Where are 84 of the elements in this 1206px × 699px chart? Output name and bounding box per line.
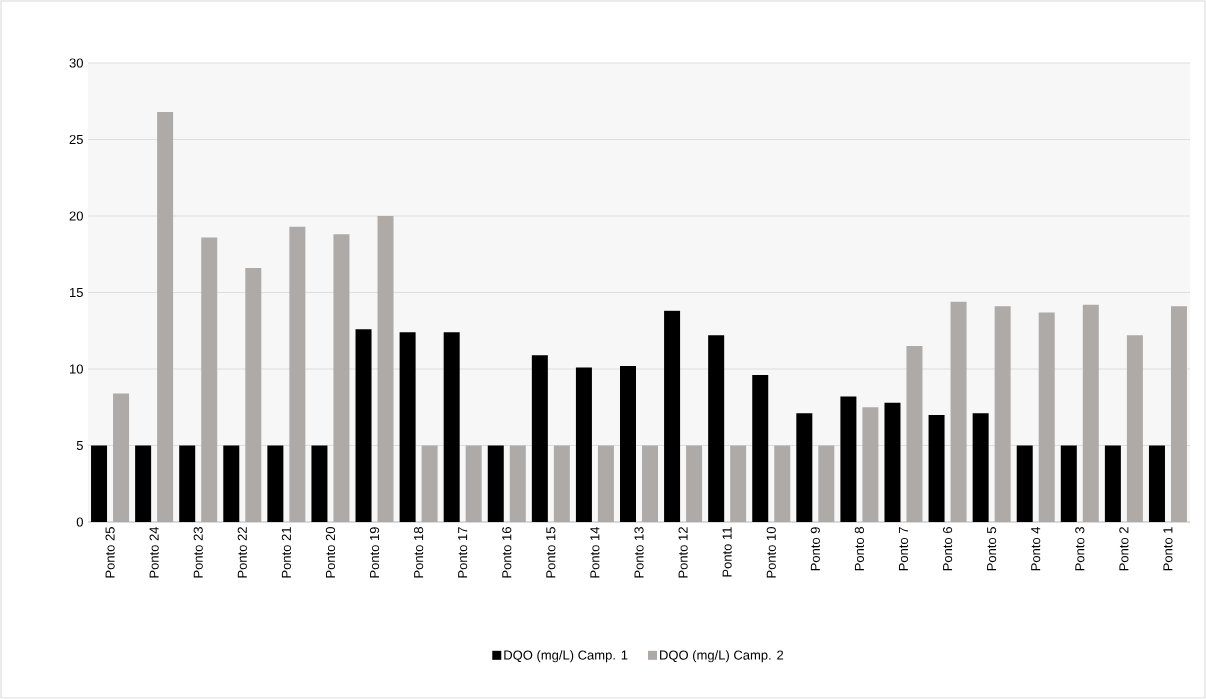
- bar: [245, 268, 262, 522]
- bar: [289, 226, 306, 522]
- bar: [91, 445, 108, 522]
- x-tick-label: Ponto 2: [1119, 527, 1129, 571]
- x-tick-label: Ponto 20: [325, 527, 336, 578]
- x-tick-label: Ponto 9: [810, 527, 820, 571]
- x-tick-label: Ponto 24: [149, 526, 159, 578]
- bar: [113, 393, 130, 522]
- x-tick-label: Ponto 23: [193, 527, 203, 578]
- x-tick-label: Ponto 6: [942, 527, 953, 571]
- x-tick-label: Ponto 4: [1031, 526, 1041, 571]
- bar: [774, 445, 791, 522]
- x-tick-label: Ponto 22: [237, 527, 247, 578]
- bar: [620, 365, 636, 522]
- legend-label: DQO (mg/L) Camp. 1: [504, 650, 628, 663]
- bar: [642, 445, 658, 522]
- bar: [267, 445, 284, 522]
- x-tick-label: Ponto 10: [766, 527, 776, 578]
- legend-label: DQO (mg/L) Camp. 2: [660, 650, 784, 663]
- x-tick-label: Ponto 16: [502, 527, 512, 578]
- y-tick-label: 20: [69, 211, 83, 221]
- bar: [906, 346, 923, 522]
- x-tick-label: Ponto 19: [369, 527, 380, 578]
- bar: [135, 445, 152, 522]
- bar: [487, 445, 504, 522]
- bar: [311, 445, 328, 522]
- bar: [1016, 445, 1033, 522]
- bar: [818, 445, 835, 522]
- y-tick-label: 0: [76, 517, 83, 527]
- bar: [840, 396, 857, 522]
- y-tick-label: 25: [69, 134, 83, 145]
- x-tick-label: Ponto 11: [722, 527, 732, 577]
- x-tick-label: Ponto 21: [281, 527, 291, 578]
- bar: [884, 402, 901, 522]
- bar: [157, 111, 174, 522]
- bar: [399, 332, 416, 522]
- bar: [1082, 304, 1099, 522]
- bar: [862, 407, 879, 522]
- bar: [1104, 445, 1121, 522]
- bar: [1170, 306, 1187, 522]
- bar: [994, 306, 1011, 522]
- x-tick-label: Ponto 1: [1163, 527, 1173, 571]
- bar: [1060, 445, 1077, 522]
- bar: [509, 445, 526, 522]
- bar: [443, 332, 460, 522]
- x-tick-label: Ponto 8: [854, 527, 865, 571]
- bar: [730, 445, 747, 522]
- x-tick-label: Ponto 15: [546, 527, 556, 578]
- bar: [333, 234, 350, 522]
- x-tick-label: Ponto 18: [414, 527, 424, 578]
- bar: [752, 375, 769, 522]
- bar: [223, 445, 240, 522]
- bar: [179, 445, 196, 522]
- bar: [1148, 445, 1165, 522]
- bar: [928, 414, 945, 522]
- x-tick-label: Ponto 17: [458, 527, 468, 578]
- bar: [686, 445, 703, 522]
- y-tick-label: 10: [70, 364, 83, 374]
- bar: [708, 335, 725, 522]
- x-tick-label: Ponto 7: [898, 527, 909, 571]
- bar: [553, 445, 570, 522]
- bar: [1038, 312, 1055, 522]
- bar: [597, 445, 614, 522]
- y-tick-label: 15: [70, 287, 83, 298]
- y-tick-label: 5: [76, 440, 83, 451]
- x-tick-label: Ponto 25: [105, 527, 115, 578]
- x-tick-label: Ponto 3: [1075, 527, 1085, 571]
- bar: [465, 445, 482, 522]
- bar: [1126, 335, 1143, 522]
- x-tick-label: Ponto 14: [590, 526, 600, 578]
- bar: [201, 237, 218, 522]
- bar: [421, 445, 438, 522]
- bar: [972, 413, 989, 522]
- x-tick-label: Ponto 13: [634, 527, 644, 578]
- bar: [377, 216, 394, 522]
- bar: [575, 367, 592, 522]
- x-tick-label: Ponto 12: [678, 527, 688, 578]
- bar: [531, 355, 548, 522]
- bar: [796, 413, 813, 522]
- x-tick-label: Ponto 5: [987, 527, 997, 571]
- bar: [355, 329, 372, 522]
- bar: [664, 310, 681, 522]
- bar: [950, 301, 967, 522]
- y-tick-label: 30: [69, 58, 83, 68]
